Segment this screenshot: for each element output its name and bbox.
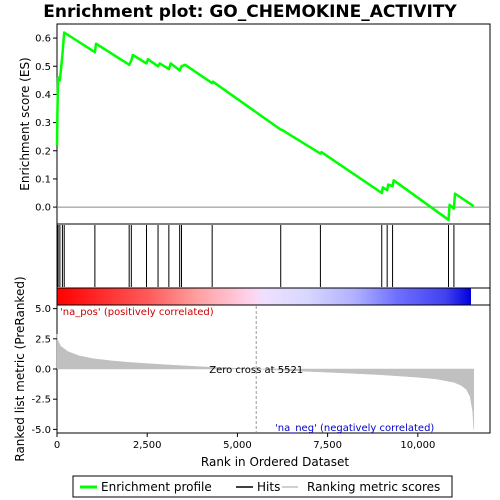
legend-hits-label: Hits <box>257 480 280 494</box>
metric-x-ticks: 0 2,500 5,000 7,500 10,000 <box>54 433 435 451</box>
legend-metric-label: Ranking metric scores <box>307 480 440 494</box>
es-y-tick-label: 0.0 <box>35 203 51 214</box>
es-y-tick-label: 0.2 <box>35 146 51 157</box>
es-y-tick-label: 0.1 <box>35 174 51 185</box>
es-y-tick-label: 0.4 <box>35 90 51 101</box>
metric-y-tick-label: -2.5 <box>31 395 51 406</box>
es-y-tick-label: 0.6 <box>35 34 51 45</box>
legend-box <box>72 475 453 498</box>
es-y-axis-label: Enrichment score (ES) <box>18 57 32 190</box>
metric-y-tick-label: 0.0 <box>35 365 51 376</box>
metric-y-ticks: 5.0 2.5 0.0 -2.5 -5.0 <box>31 304 57 436</box>
enrichment-profile-line <box>55 31 475 222</box>
metric-y-tick-label: 5.0 <box>35 304 51 315</box>
zero-cross-label: Zero cross at 5521 <box>209 365 303 376</box>
x-tick-label: 7,500 <box>313 440 342 451</box>
x-axis-label: Rank in Ordered Dataset <box>201 455 349 469</box>
chart-title: Enrichment plot: GO_CHEMOKINE_ACTIVITY <box>43 2 457 22</box>
enrichment-profile-series <box>55 31 475 222</box>
x-tick-label: 2,500 <box>133 440 162 451</box>
positive-correlation-label: 'na_pos' (positively correlated) <box>60 307 214 318</box>
x-tick-label: 5,000 <box>223 440 252 451</box>
es-y-tick-label: 0.5 <box>35 62 51 73</box>
x-tick-label: 10,000 <box>400 440 435 451</box>
x-tick-label: 0 <box>54 440 60 451</box>
metric-y-tick-label: 2.5 <box>35 334 51 345</box>
metric-y-tick-label: -5.0 <box>31 425 51 436</box>
es-y-ticks: 0.0 0.1 0.2 0.3 0.4 0.5 0.6 <box>35 34 57 214</box>
es-y-tick-label: 0.3 <box>35 118 51 129</box>
hits-layer <box>56 225 455 287</box>
legend-enrichment-label: Enrichment profile <box>101 480 212 494</box>
hits-panel-frame <box>56 223 491 289</box>
rank-color-band <box>57 288 471 305</box>
negative-correlation-label: 'na_neg' (negatively correlated) <box>275 423 434 434</box>
metric-y-axis-label: Ranked list metric (PreRanked) <box>13 276 27 461</box>
ranking-metric-area <box>56 333 475 430</box>
ranking-metric-layer <box>56 333 475 430</box>
